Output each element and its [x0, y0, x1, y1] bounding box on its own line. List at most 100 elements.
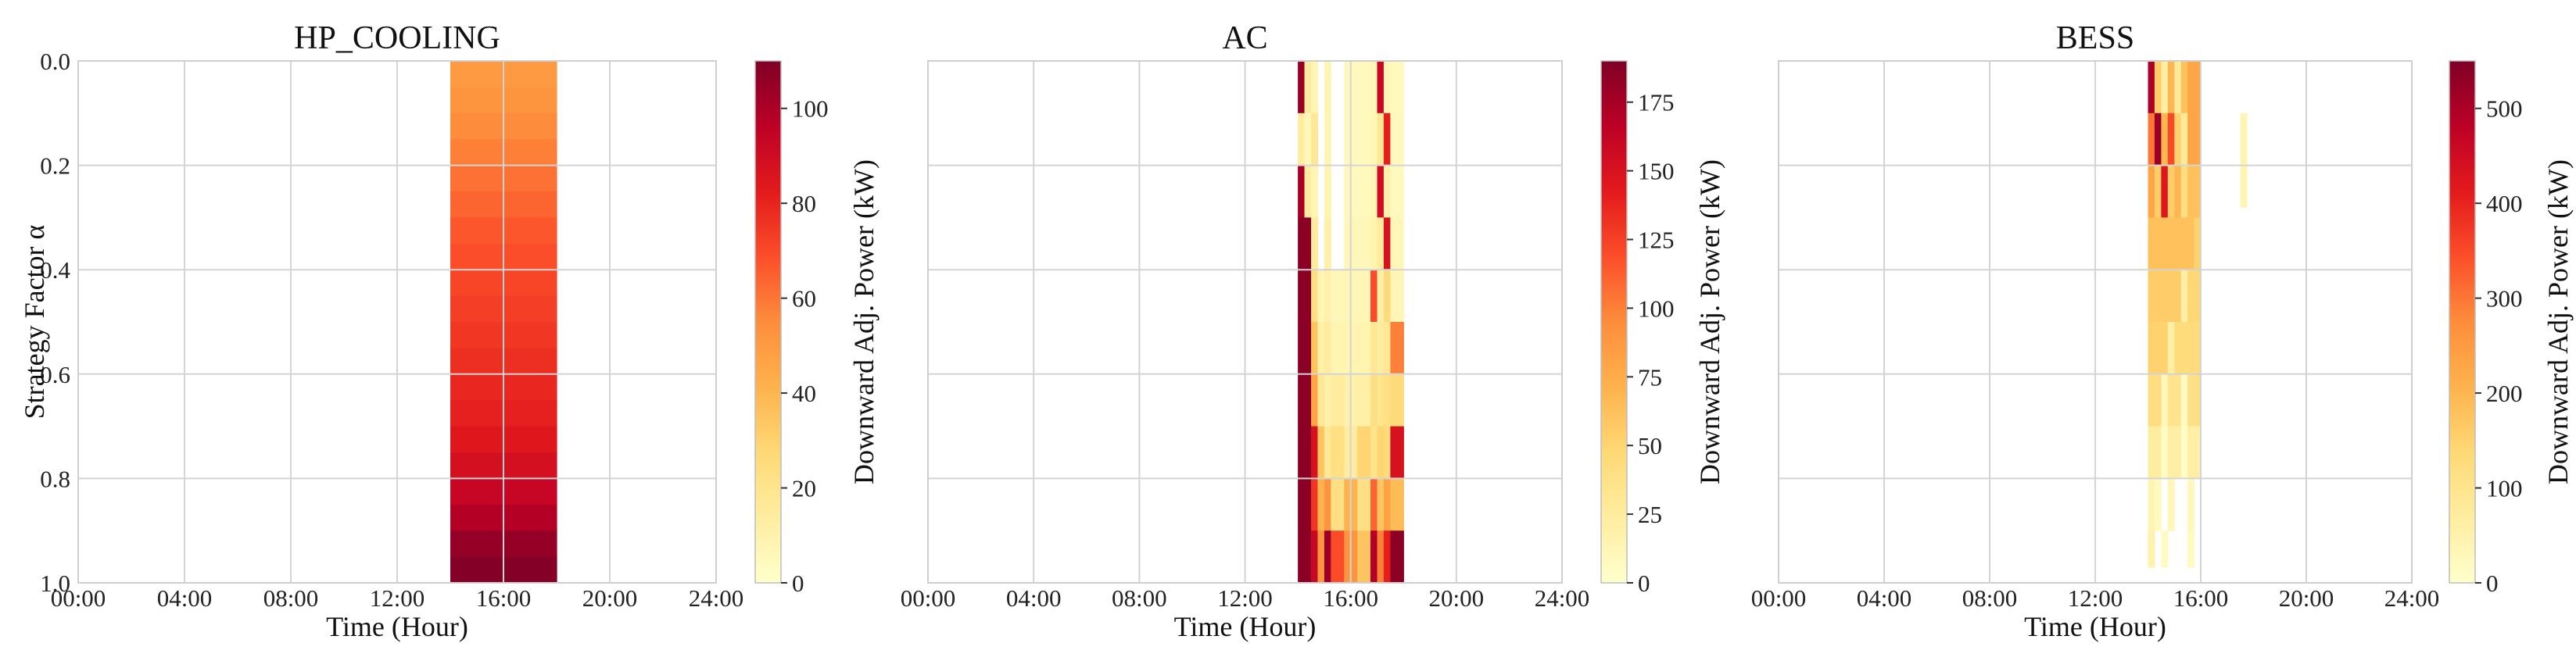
heatmap-cell	[1317, 322, 1325, 375]
colorbar-tick-label: 60	[792, 285, 816, 313]
colorbar-frame	[1600, 60, 1628, 584]
colorbar-tick-label: 175	[1638, 89, 1675, 116]
x-tick-label: 24:00	[689, 584, 744, 612]
heatmap-cell	[1298, 530, 1312, 584]
heatmap-cell	[2154, 217, 2195, 270]
heatmap-cell	[1390, 165, 1404, 218]
heatmap-cell	[1390, 426, 1404, 479]
colorbar-tick-label: 100	[792, 95, 829, 123]
heatmap-cell	[1383, 165, 1391, 218]
colorbar-tick-label: 100	[1638, 295, 1675, 322]
colorbar-gradient	[755, 61, 781, 583]
x-tick-label: 16:00	[2173, 584, 2229, 612]
heatmap-cell	[1370, 113, 1378, 166]
heatmap-cell	[2148, 113, 2155, 166]
heatmap-cell	[1324, 61, 1331, 114]
heatmap-cell	[1390, 322, 1404, 375]
heatmap-cell	[2154, 61, 2162, 114]
heatmap-cell	[1390, 113, 1404, 166]
heatmap-cell	[2187, 270, 2202, 323]
heatmap-cell	[1377, 426, 1385, 479]
heatmap-cell	[1324, 426, 1331, 479]
plot-frame	[1778, 60, 2413, 584]
heatmap-cell	[1298, 322, 1312, 375]
heatmap-cell	[1298, 373, 1312, 427]
colorbar-tick-label: 400	[2486, 190, 2523, 217]
colorbar-gradient	[2449, 61, 2475, 583]
heatmap-cell	[2167, 165, 2175, 218]
x-axis-label: Time (Hour)	[2024, 611, 2166, 642]
heatmap-cell	[2148, 217, 2155, 270]
heatmap-cell	[1344, 322, 1371, 375]
heatmap-cell	[1390, 217, 1404, 270]
x-tick-label: 24:00	[2384, 584, 2440, 612]
heatmap-cell	[2180, 61, 2188, 114]
heatmap-cell	[1311, 270, 1318, 323]
heatmap-cell	[1311, 61, 1318, 114]
heatmap-cell	[1377, 478, 1385, 531]
heatmap-cell	[2180, 426, 2188, 479]
panel-3: BESS 00:00 04:00 08:00 12:00 16:00 20:00 24:00 T…	[1751, 20, 2574, 642]
heatmap-cell	[1298, 270, 1312, 323]
heatmap-cell	[2187, 478, 2195, 531]
heatmap-cell	[1344, 217, 1371, 270]
heatmap-cell	[1383, 478, 1391, 531]
colorbar-tick-label: 25	[1638, 501, 1662, 528]
heatmap-cell	[2167, 61, 2175, 114]
panel-title: BESS	[2056, 20, 2134, 56]
colorbar-tick-label: 300	[2486, 285, 2523, 313]
heatmap-cell	[2187, 373, 2202, 427]
x-tick-label: 20:00	[2279, 584, 2334, 612]
colorbar-frame	[2449, 60, 2476, 584]
heatmap-cell	[1298, 113, 1306, 166]
heatmap-cell	[1311, 530, 1318, 584]
x-tick-label: 20:00	[582, 584, 638, 612]
heatmap-cell	[2180, 165, 2188, 218]
heatmap-cell	[2161, 113, 2169, 166]
heatmap-cell	[1377, 61, 1385, 114]
heatmap-cell	[1324, 270, 1331, 323]
heatmap-cell	[1390, 530, 1404, 584]
colorbar-tick-label: 20	[792, 475, 816, 502]
heatmap-cell	[1324, 217, 1331, 270]
heatmap-cell	[2167, 373, 2182, 427]
colorbar-label: Downward Adj. Power (kW)	[2542, 159, 2574, 484]
colorbar-tick-label: 0	[792, 570, 804, 597]
colorbar-tick-label: 40	[792, 380, 816, 407]
heatmap-cell	[2148, 61, 2155, 114]
panel-1: HP_COOLING 00:00 04:00 08:00 12:00 16:00 20:00…	[19, 20, 880, 642]
heatmap-cell	[2161, 61, 2169, 114]
x-tick-label: 08:00	[263, 584, 319, 612]
x-tick-label: 16:00	[476, 584, 532, 612]
heatmap-cell	[2187, 165, 2202, 218]
y-axis-label: Strategy Factor α	[19, 224, 50, 419]
heatmap-cell	[1311, 113, 1318, 166]
heatmap-cell	[1304, 113, 1312, 166]
y-tick-label: 0.6	[40, 361, 70, 388]
y-tick-label: 0.4	[40, 256, 70, 284]
heatmap-cell	[1331, 270, 1345, 323]
heatmap-cell	[1377, 373, 1385, 427]
heatmap-cell	[1370, 217, 1378, 270]
y-tick-label: 0.2	[40, 152, 70, 180]
heatmap-cell	[1311, 322, 1318, 375]
heatmap-cell	[2167, 113, 2175, 166]
heatmap-cell	[2174, 322, 2202, 375]
heatmap-cell	[1298, 478, 1312, 531]
heatmap-cell	[1390, 270, 1404, 323]
y-tick-label: 1.0	[40, 570, 70, 597]
heatmap-cell	[1298, 61, 1306, 114]
heatmap-cell	[1370, 426, 1378, 479]
heatmap-cell	[1298, 165, 1306, 218]
heatmap-cell	[1317, 530, 1325, 584]
colorbar-tick-label: 0	[1638, 570, 1650, 597]
heatmap-cell	[1331, 426, 1345, 479]
colorbar-label: Downward Adj. Power (kW)	[1694, 159, 1725, 484]
heatmap-cell	[1370, 61, 1378, 114]
heatmap-cell	[1317, 478, 1325, 531]
x-tick-label: 00:00	[1751, 584, 1807, 612]
heatmap-cell	[2180, 373, 2188, 427]
heatmap-cell	[1331, 373, 1345, 427]
heatmap-cell	[2154, 478, 2162, 531]
